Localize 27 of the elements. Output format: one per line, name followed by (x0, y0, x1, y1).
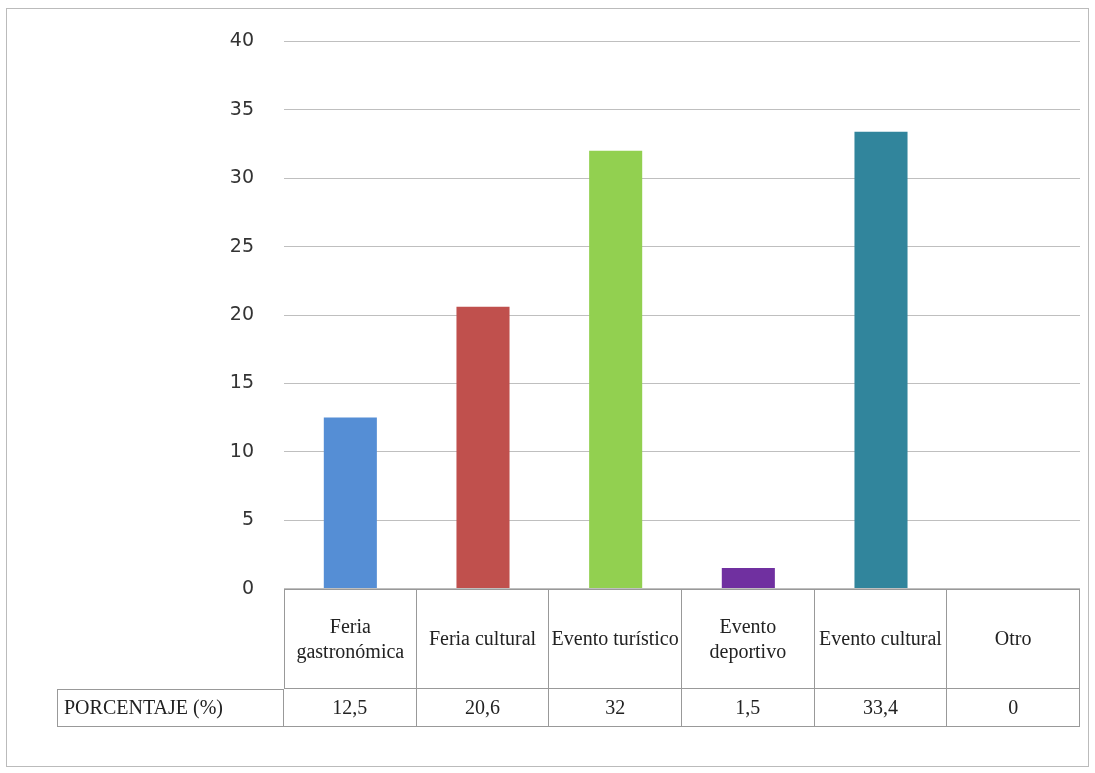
x-tick-label: Feria cultural (416, 588, 550, 689)
y-tick-label: 0 (241, 575, 254, 598)
y-tick-label: 20 (229, 301, 254, 324)
y-tick-label: 5 (241, 507, 254, 530)
y-tick-label: 35 (229, 96, 254, 119)
x-tick-label: Evento turístico (549, 588, 682, 689)
y-tick-label: 25 (229, 233, 254, 256)
text: 12,5 (332, 695, 368, 718)
x-tick-label: Evento cultural (814, 588, 948, 689)
y-tick-label: 15 (229, 370, 254, 393)
x-tick-label: Otro (947, 588, 1080, 689)
text: 20,6 (464, 695, 500, 718)
text: 32 (605, 695, 626, 718)
bar (721, 568, 775, 589)
x-tick-label: Evento deportivo (682, 588, 815, 689)
bar (589, 150, 643, 589)
text: 1,5 (735, 695, 761, 718)
bar (323, 417, 377, 589)
y-tick-label: 30 (229, 165, 254, 188)
x-tick-label: Feria gastronómica (284, 588, 417, 689)
y-tick-label: 10 (229, 438, 254, 461)
bar (854, 131, 908, 589)
y-tick-label: 40 (229, 28, 254, 51)
text: 33,4 (862, 695, 898, 718)
text: 0 (1008, 695, 1019, 718)
bar (456, 306, 510, 589)
text: PORCENTAJE (%) (57, 688, 284, 727)
